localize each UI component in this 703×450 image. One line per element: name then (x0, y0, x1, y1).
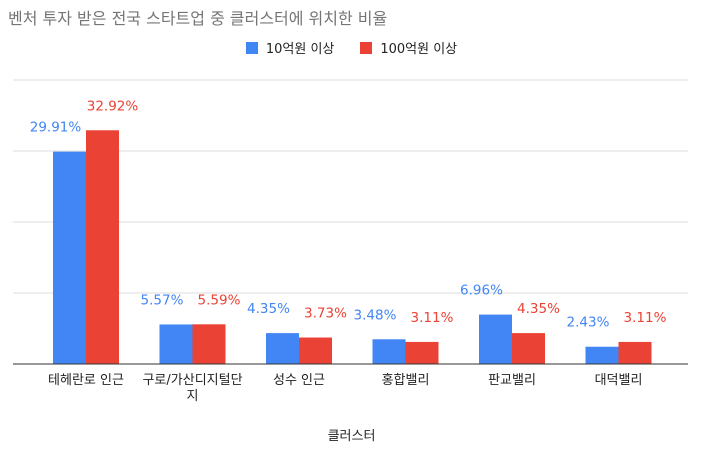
legend-label-series-1: 10억원 이상 (265, 42, 335, 57)
bar-1-6[interactable] (585, 346, 619, 364)
bar-2-1[interactable] (86, 130, 119, 364)
bar-1-5[interactable] (479, 314, 512, 364)
data-label-2-1: 32.92% (87, 98, 139, 114)
data-label-1-2: 5.57% (141, 292, 184, 308)
legend-item-series-1[interactable]: 10억원 이상 (245, 38, 335, 57)
data-label-2-4: 3.11% (411, 310, 454, 326)
legend-item-series-2[interactable]: 100억원 이상 (360, 38, 457, 57)
data-label-2-3: 3.73% (304, 306, 347, 322)
x-tick-label-6: 대덕밸리 (595, 373, 643, 388)
x-tick-label-2: 구로/가산디지털단 지 (142, 373, 242, 404)
bar-2-5[interactable] (512, 333, 545, 364)
data-label-2-2: 5.59% (198, 292, 241, 308)
bar-2-4[interactable] (405, 341, 439, 364)
bar-1-3[interactable] (266, 333, 299, 364)
data-label-1-1: 29.91% (30, 120, 82, 136)
data-label-1-6: 2.43% (567, 315, 610, 331)
x-axis-title: 클러스터 (327, 429, 376, 444)
bar-1-4[interactable] (372, 339, 406, 364)
legend: 10억원 이상 100억원 이상 (0, 38, 703, 57)
data-label-1-5: 6.96% (460, 283, 503, 299)
legend-swatch-series-2 (360, 41, 373, 54)
bar-2-3[interactable] (299, 337, 332, 364)
legend-swatch-series-1 (245, 41, 258, 54)
data-label-2-6: 3.11% (624, 310, 667, 326)
data-label-1-3: 4.35% (247, 301, 290, 317)
x-tick-label-3: 성수 인근 (273, 373, 325, 388)
data-label-2-5: 4.35% (517, 301, 560, 317)
bar-2-6[interactable] (618, 341, 652, 364)
legend-label-series-2: 100억원 이상 (380, 42, 458, 57)
bar-1-2[interactable] (159, 324, 193, 364)
x-tick-label-5: 판교밸리 (488, 373, 536, 388)
data-label-1-4: 3.48% (354, 307, 397, 323)
x-tick-label-4: 홍합밸리 (382, 373, 430, 388)
bar-2-2[interactable] (192, 324, 226, 364)
bar-1-1[interactable] (53, 151, 86, 364)
x-tick-label-1: 테헤란로 인근 (48, 373, 124, 388)
chart-title: 벤처 투자 받은 전국 스타트업 중 클러스터에 위치한 비율 (8, 9, 388, 28)
